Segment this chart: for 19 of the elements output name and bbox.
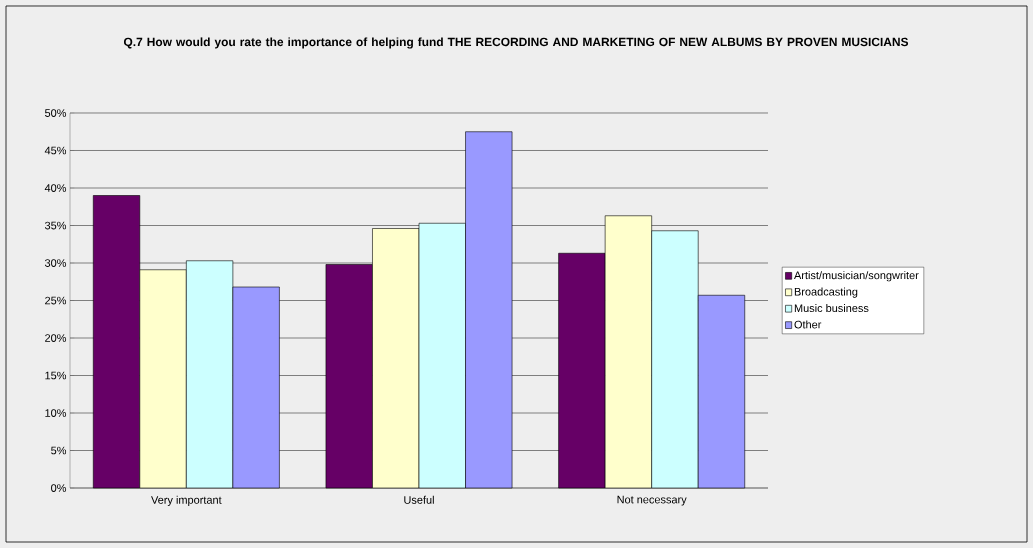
y-tick-label: 5% [51, 446, 67, 455]
x-tick-label: Very important [151, 495, 222, 506]
y-tick-label: 20% [45, 334, 67, 342]
y-tick-label: 25% [45, 296, 67, 305]
legend-label: Music business [794, 303, 869, 313]
y-tick-label: 50% [44, 109, 67, 117]
legend-label: Artist/musician/songwriter [794, 271, 919, 282]
legend-label: Other [794, 320, 822, 329]
y-tick-label: 35% [44, 221, 67, 230]
y-tick-label: 15% [45, 371, 67, 380]
y-tick-label: 0% [51, 484, 67, 492]
legend-label: Broadcasting [794, 287, 858, 298]
y-tick-label: 40% [44, 184, 67, 192]
y-tick-label: 45% [44, 146, 67, 155]
y-tick-label: 30% [44, 259, 67, 267]
x-tick-label: Not necessary [617, 495, 687, 506]
chart-title: Q.7 How would you rate the importance of helping fund THE RECORDING AND MARKETING OF NEW ALBUMS BY PROVEN MUSICIANS [123, 37, 909, 49]
y-tick-label: 10% [45, 409, 67, 417]
x-tick-label: Useful [404, 495, 434, 504]
